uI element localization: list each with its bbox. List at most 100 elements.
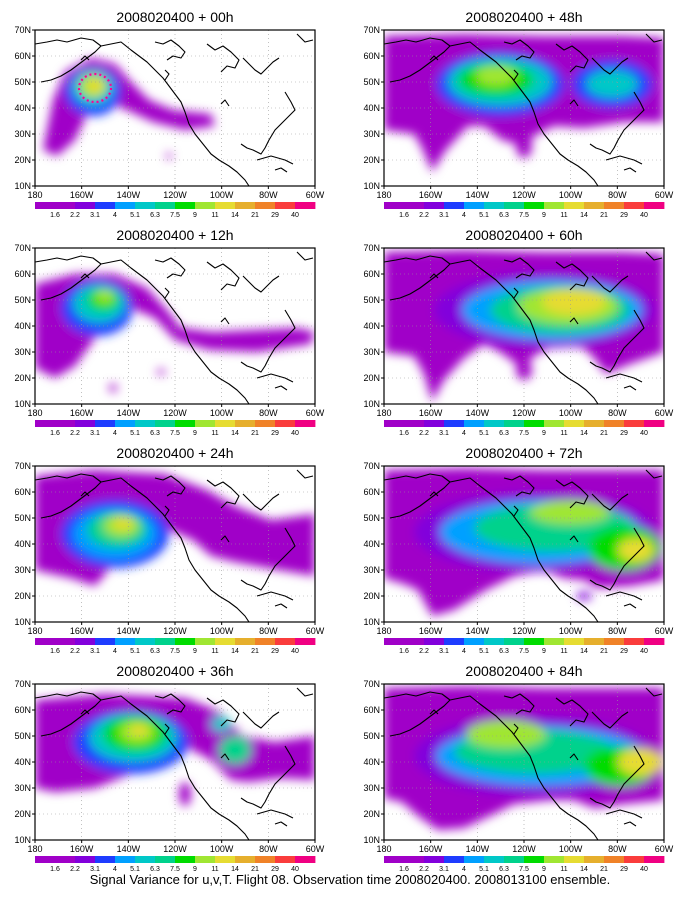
colorbar-level-label: 6.3	[150, 866, 160, 873]
coastline	[206, 43, 240, 73]
colorbar-swatch	[484, 638, 505, 645]
colorbar-level-label: 5.1	[130, 648, 140, 655]
coastline	[429, 55, 439, 61]
colorbar-swatch	[404, 856, 425, 863]
lon-label: 120W	[163, 190, 187, 200]
colorbar-level-label: 11	[560, 430, 567, 437]
field-contour	[516, 360, 532, 380]
panel-title: 2008020400 + 24h	[116, 445, 233, 461]
colorbar-swatch	[484, 856, 505, 863]
lat-label: 50N	[363, 513, 380, 523]
coastline	[645, 469, 663, 479]
colorbar-swatch	[544, 856, 565, 863]
colorbar-swatch	[564, 202, 585, 209]
coastline	[35, 37, 102, 83]
colorbar-swatch	[135, 420, 156, 427]
lon-label: 60W	[306, 626, 325, 636]
colorbar-swatch	[564, 638, 585, 645]
colorbar-swatch	[35, 638, 56, 645]
coastline	[164, 287, 170, 299]
lat-label: 30N	[363, 565, 380, 575]
colorbar-level-label: 11	[211, 430, 218, 437]
colorbar-level-label: 21	[251, 430, 259, 437]
lon-label: 80W	[608, 626, 627, 636]
coastline	[384, 37, 451, 83]
lon-label: 140W	[117, 408, 141, 418]
colorbar-level-label: 7.5	[170, 212, 180, 219]
field-contour	[618, 538, 654, 562]
lat-label: 40N	[363, 539, 380, 549]
colorbar-swatch	[155, 202, 176, 209]
coastline	[35, 473, 102, 519]
coastline	[623, 385, 637, 391]
panel-title: 2008020400 + 36h	[116, 663, 233, 679]
map-panel: 2008020400 + 84h 70N 60N 50N 40N 30N 20N 10N180…	[363, 663, 673, 873]
colorbar-swatch	[155, 638, 176, 645]
colorbar-level-label: 2.2	[419, 866, 429, 873]
colorbar-level-label: 6.3	[499, 212, 509, 219]
colorbar-level-label: 3.1	[90, 212, 100, 219]
lon-label: 180	[376, 844, 391, 854]
coastline	[513, 723, 519, 735]
field-contour	[109, 384, 117, 392]
coastline	[274, 821, 288, 827]
lat-label: 10N	[14, 399, 31, 409]
colorbar: 1.6 2.2 3.1 4 5.1 6.3 7.5 9 11 14 21 29 40	[35, 202, 316, 219]
coastline	[569, 317, 579, 325]
coastline	[256, 591, 294, 601]
variance-field	[35, 694, 315, 806]
lon-label: 100W	[210, 408, 234, 418]
field-contour	[96, 289, 114, 303]
lat-label: 60N	[363, 705, 380, 715]
coastline	[100, 695, 250, 840]
coastline	[449, 259, 599, 404]
field-contour	[130, 724, 148, 736]
colorbar-swatch	[424, 202, 445, 209]
lon-label: 160W	[419, 844, 443, 854]
field-contour	[476, 66, 516, 86]
colorbar-swatch	[195, 202, 216, 209]
colorbar-swatch	[624, 420, 645, 427]
colorbar: 1.6 2.2 3.1 4 5.1 6.3 7.5 9 11 14 21 29 40	[384, 856, 665, 873]
coastline	[206, 261, 240, 291]
colorbar-level-label: 14	[580, 866, 588, 873]
lat-label: 70N	[14, 461, 31, 471]
colorbar-level-label: 6.3	[499, 866, 509, 873]
panel-title: 2008020400 + 60h	[465, 227, 582, 243]
lat-label: 40N	[14, 321, 31, 331]
colorbar-swatch	[444, 856, 465, 863]
coastline	[605, 373, 643, 383]
lon-label: 60W	[655, 190, 674, 200]
coastline	[274, 385, 288, 391]
lon-label: 180	[27, 844, 42, 854]
colorbar-level-label: 4	[113, 430, 117, 437]
field-contour	[179, 782, 191, 806]
coastline	[589, 745, 645, 809]
lon-label: 180	[376, 626, 391, 636]
colorbar-level-label: 7.5	[170, 648, 180, 655]
lon-label: 120W	[512, 408, 536, 418]
coastline	[80, 709, 90, 715]
colorbar-swatch	[404, 638, 425, 645]
colorbar-swatch	[155, 856, 176, 863]
colorbar-swatch	[195, 420, 216, 427]
lon-label: 180	[27, 190, 42, 200]
lon-label: 100W	[559, 408, 583, 418]
colorbar-swatch	[75, 638, 96, 645]
field-contour	[530, 500, 610, 524]
colorbar-level-label: 7.5	[170, 430, 180, 437]
coastline	[100, 259, 250, 404]
colorbar-swatch	[484, 420, 505, 427]
colorbar: 1.6 2.2 3.1 4 5.1 6.3 7.5 9 11 14 21 29 40	[384, 420, 665, 437]
coastline	[256, 373, 294, 383]
colorbar-swatch	[584, 856, 605, 863]
lon-label: 80W	[608, 844, 627, 854]
lat-label: 40N	[14, 103, 31, 113]
variance-field	[35, 470, 315, 586]
colorbar-swatch	[135, 638, 156, 645]
colorbar-swatch	[384, 202, 405, 209]
colorbar-swatch	[604, 856, 625, 863]
colorbar-swatch	[504, 638, 525, 645]
colorbar-swatch	[195, 638, 216, 645]
colorbar-swatch	[215, 638, 236, 645]
